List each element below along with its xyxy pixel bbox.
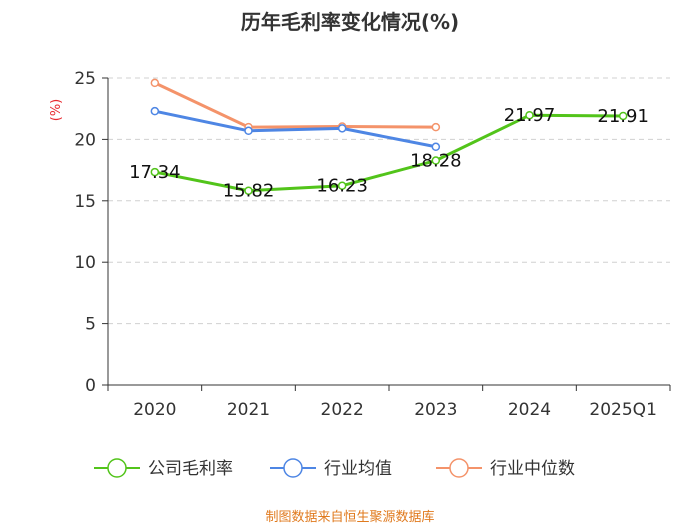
source-note: 制图数据来自恒生聚源数据库 <box>265 509 434 525</box>
legend-label: 行业中位数 <box>490 459 575 479</box>
data-point <box>337 124 347 133</box>
y-tick-label: 0 <box>85 376 96 396</box>
x-tick-label: 2021 <box>227 400 270 420</box>
data-point <box>244 126 253 136</box>
series-line-2 <box>153 81 438 129</box>
y-tick-label: 5 <box>85 315 96 335</box>
legend-marker <box>449 458 469 478</box>
legend-marker <box>107 458 127 478</box>
data-point <box>431 122 441 132</box>
data-label: 18.28 <box>410 151 462 172</box>
x-tick-label: 2022 <box>321 400 364 420</box>
data-label: 21.91 <box>597 106 649 127</box>
legend-label: 公司毛利率 <box>148 459 233 479</box>
data-labels: 17.34 15.82 16.23 18.28 21.97 21.91 <box>129 105 649 202</box>
legend-item-1[interactable]: 行业均值 <box>270 458 392 479</box>
data-point <box>431 142 441 152</box>
series-line-0 <box>153 113 625 193</box>
axes: 0 5 10 15 20 25 2020 2021 2022 2023 2024 2025Q1 <box>74 69 671 420</box>
legend: 公司毛利率 行业均值 行业中位数 <box>94 458 575 479</box>
y-tick-label: 15 <box>74 192 96 212</box>
data-point <box>337 181 347 190</box>
grid-lines <box>108 77 670 325</box>
chart-title: 历年毛利率变化情况(%) <box>241 10 459 34</box>
data-label: 17.34 <box>129 162 181 183</box>
y-tick-label: 25 <box>74 69 96 89</box>
data-point <box>244 186 253 195</box>
x-tick-label: 2024 <box>508 400 551 420</box>
x-tick-label: 2020 <box>133 400 176 420</box>
data-point <box>525 110 534 120</box>
data-label: 21.97 <box>504 105 556 126</box>
data-point <box>618 111 628 121</box>
series-lines <box>150 78 628 195</box>
data-label: 16.23 <box>316 176 368 197</box>
data-point <box>150 78 160 88</box>
data-point <box>431 156 441 165</box>
x-tick-label: 2023 <box>414 400 457 420</box>
y-axis-label: (%) <box>49 99 64 122</box>
legend-label: 行业均值 <box>324 459 392 479</box>
legend-item-0[interactable]: 公司毛利率 <box>94 458 233 479</box>
x-tick-label: 2025Q1 <box>589 400 656 420</box>
y-tick-label: 20 <box>74 130 96 150</box>
y-tick-label: 10 <box>74 253 96 273</box>
data-label: 15.82 <box>223 181 275 202</box>
data-point <box>150 167 160 177</box>
legend-item-2[interactable]: 行业中位数 <box>436 458 575 479</box>
data-point <box>150 106 160 116</box>
legend-marker <box>283 458 303 478</box>
series-line-1 <box>153 109 438 149</box>
